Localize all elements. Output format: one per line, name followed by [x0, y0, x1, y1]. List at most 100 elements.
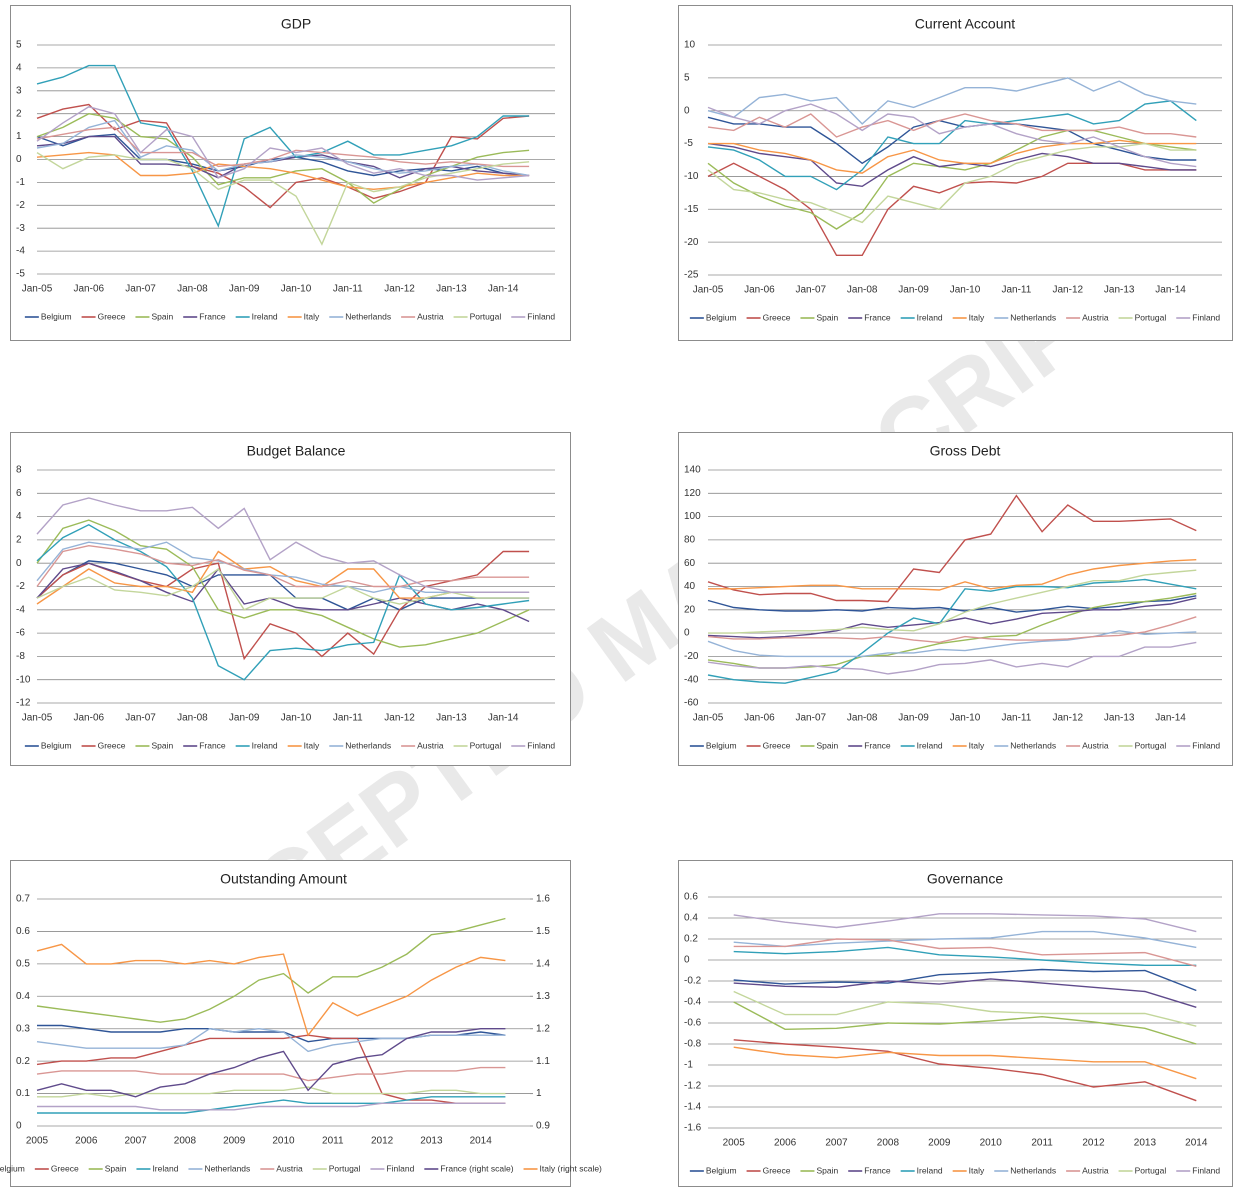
y-tick-label: -0.6: [684, 1018, 702, 1029]
legend-label: Austria: [417, 740, 444, 750]
y-tick-label: 0.6: [684, 892, 698, 903]
legend-item: France: [183, 311, 226, 321]
chart-panel: Gross Debt -60 -40 -20 0 20 40 60 80 100 120 140 Jan…: [678, 432, 1233, 766]
x-tick-label: Jan-11: [333, 284, 363, 295]
legend-label: France: [864, 1165, 891, 1175]
series-line: [733, 946, 1197, 966]
chart-title: Current Account: [915, 16, 1015, 32]
y-tick-label: -4: [16, 246, 25, 257]
legend-item: Finland: [370, 1163, 415, 1173]
legend-label: Portugal: [470, 311, 502, 321]
series-line: [37, 1096, 506, 1114]
x-tick-label: 2012: [371, 1136, 394, 1147]
legend-label: Netherlands: [204, 1163, 250, 1173]
legend-item: Finland: [511, 311, 555, 321]
series-line: [36, 541, 530, 594]
legend-item: Portugal: [1118, 312, 1166, 322]
legend-label: Netherlands: [345, 311, 391, 321]
x-tick-label: Jan-13: [1104, 285, 1135, 296]
legend-item: Ireland: [235, 740, 278, 750]
y-tick-label: -5: [16, 269, 25, 280]
x-tick-label: Jan-12: [1053, 713, 1084, 724]
y2-tick-label: 1.1: [536, 1056, 550, 1067]
legend-label: Austria: [1082, 740, 1109, 750]
x-tick-label: 2009: [223, 1136, 246, 1147]
y-tick-label: 0: [16, 154, 22, 165]
legend-label: Spain: [816, 740, 838, 750]
y-tick-label: -20: [684, 651, 699, 662]
legend-item: Italy: [952, 1165, 985, 1175]
legend-label: Greece: [763, 312, 791, 322]
y-tick-label: 100: [684, 511, 701, 522]
x-tick-label: Jan-08: [847, 713, 878, 724]
x-tick-label: 2014: [470, 1136, 493, 1147]
legend-label: France: [199, 740, 226, 750]
legend-item: Netherlands: [994, 312, 1056, 322]
x-tick-label: Jan-06: [744, 713, 775, 724]
legend-label: Ireland: [152, 1163, 178, 1173]
y-tick-label: 0.4: [16, 991, 30, 1002]
legend-item: Ireland: [900, 740, 943, 750]
legend-item: Netherlands: [329, 740, 391, 750]
x-tick-label: Jan-10: [281, 284, 312, 295]
y-tick-label: 60: [684, 558, 696, 569]
legend-label: Greece: [51, 1163, 79, 1173]
y-tick-label: 0.7: [16, 894, 30, 905]
y-tick-label: 0.2: [684, 934, 698, 945]
y-tick-label: 10: [684, 40, 696, 51]
legend-item: Austria: [401, 311, 444, 321]
legend-label: Italy: [304, 311, 320, 321]
series-line: [733, 1001, 1197, 1045]
x-tick-label: 2011: [322, 1136, 344, 1147]
legend-item: Italy: [287, 740, 320, 750]
series-line: [708, 139, 1197, 174]
legend-label: Italy: [304, 740, 320, 750]
series-line: [36, 64, 530, 228]
y2-tick-label: 1.5: [536, 926, 550, 937]
y-tick-label: -4: [16, 604, 25, 615]
x-tick-label: 2010: [980, 1138, 1003, 1149]
x-tick-label: 2013: [1134, 1138, 1157, 1149]
legend-label: Ireland: [917, 312, 943, 322]
chart-title: Gross Debt: [930, 443, 1001, 459]
series-line: [36, 524, 530, 681]
y-tick-label: 0.1: [16, 1088, 30, 1099]
panel-frame: [10, 432, 571, 766]
legend-item: Spain: [88, 1163, 127, 1173]
x-tick-label: 2007: [124, 1136, 147, 1147]
x-tick-label: Jan-05: [693, 713, 724, 724]
series-line: [733, 968, 1197, 992]
x-tick-label: Jan-13: [436, 284, 467, 295]
legend-item: Greece: [81, 740, 126, 750]
y-tick-label: -6: [16, 628, 25, 639]
legend-label: Portugal: [470, 740, 502, 750]
legend-label: France (right scale): [440, 1163, 513, 1173]
y-tick-label: 2: [16, 535, 22, 546]
legend-item: Austria: [260, 1163, 303, 1173]
legend-item: Spain: [135, 311, 173, 321]
y-tick-label: 0.2: [16, 1056, 30, 1067]
x-tick-label: Jan-12: [384, 284, 415, 295]
x-tick-label: Jan-07: [796, 285, 827, 296]
legend-item: Austria: [1066, 1165, 1109, 1175]
x-tick-label: 2006: [774, 1138, 797, 1149]
x-tick-label: Jan-12: [384, 713, 415, 724]
y-tick-label: 140: [684, 465, 701, 476]
chart-title: Outstanding Amount: [220, 871, 347, 887]
legend-label: Finland: [527, 740, 555, 750]
legend-label: Netherlands: [345, 740, 391, 750]
x-tick-label: 2006: [75, 1136, 98, 1147]
legend-item: France: [848, 312, 891, 322]
x-tick-label: Jan-09: [898, 713, 929, 724]
legend-item: Portugal: [453, 740, 502, 750]
legend-item: Portugal: [1118, 740, 1166, 750]
legend-item: Belgium: [24, 311, 72, 321]
y-tick-label: -5: [684, 138, 693, 149]
legend-label: Belgium: [706, 312, 737, 322]
x-tick-label: Jan-07: [125, 713, 156, 724]
chart-panel: Outstanding Amount 0 0.1 0.2 0.3 0.4 0.5 0.6 0.7…: [0, 860, 602, 1187]
legend-label: Spain: [151, 740, 173, 750]
y-tick-label: -1.2: [684, 1081, 702, 1092]
y-tick-label: -60: [684, 698, 699, 709]
